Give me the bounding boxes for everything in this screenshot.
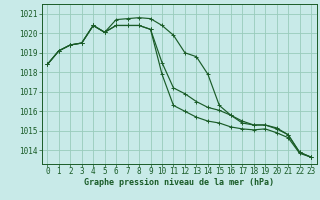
X-axis label: Graphe pression niveau de la mer (hPa): Graphe pression niveau de la mer (hPa): [84, 178, 274, 187]
